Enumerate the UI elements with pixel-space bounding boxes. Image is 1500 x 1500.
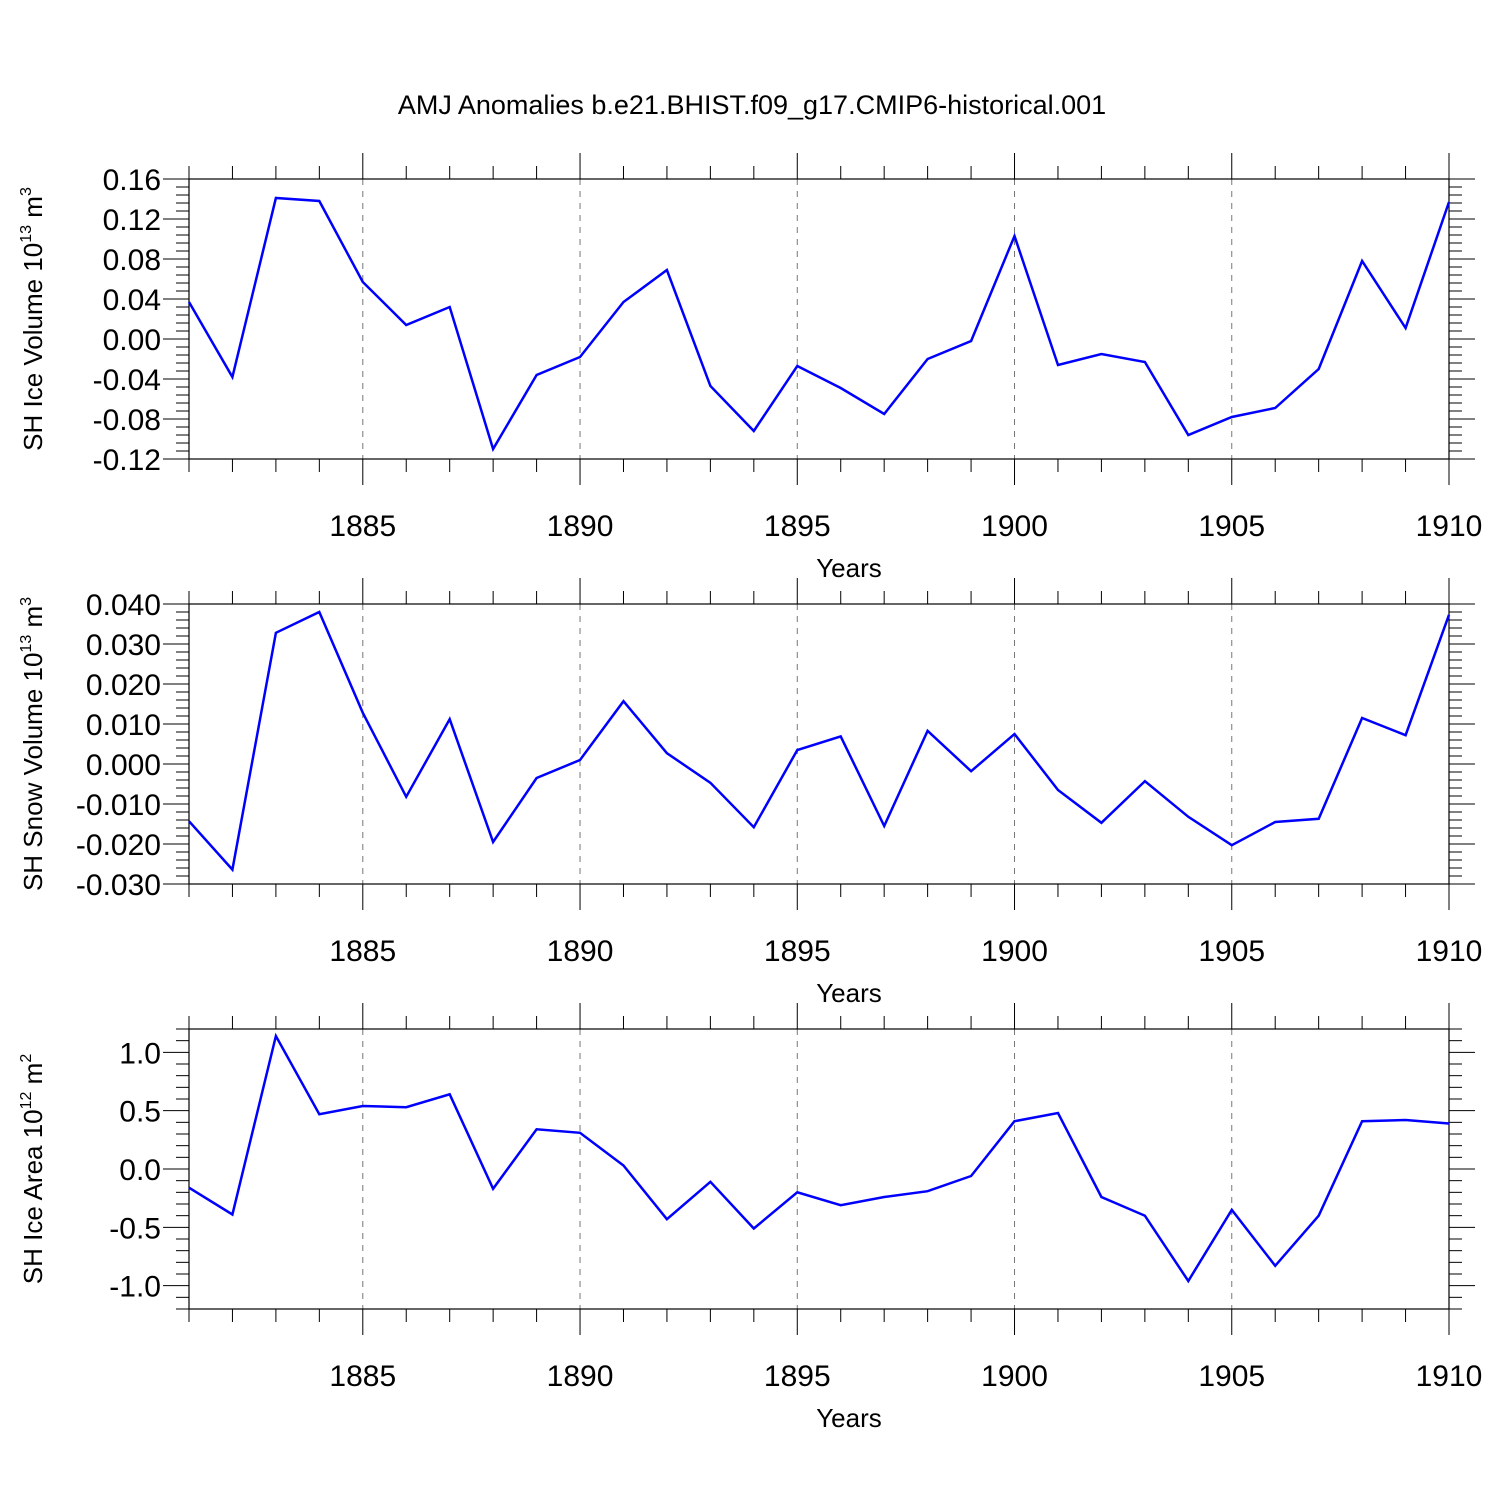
x-tick-label: 1885 xyxy=(329,1360,396,1393)
y-tick-label: -0.12 xyxy=(93,444,161,477)
y-tick-label: 0.040 xyxy=(86,589,161,622)
chart-title: AMJ Anomalies b.e21.BHIST.f09_g17.CMIP6-… xyxy=(398,90,1106,120)
x-axis-label: Years xyxy=(816,1403,882,1433)
x-tick-label: 1885 xyxy=(329,935,396,968)
y-tick-label: -0.04 xyxy=(93,364,161,397)
plot-frame xyxy=(188,178,1450,460)
x-tick-label: 1885 xyxy=(329,510,396,543)
x-tick-label: 1890 xyxy=(547,1360,614,1393)
x-tick-label: 1900 xyxy=(981,1360,1048,1393)
y-axis-label: SH Snow Volume 1013 m3 xyxy=(18,597,48,891)
x-axis-label: Years xyxy=(816,553,882,583)
x-tick-label: 1910 xyxy=(1416,1360,1483,1393)
series-line xyxy=(188,610,1451,873)
x-tick-label: 1890 xyxy=(547,935,614,968)
y-tick-label: 1.0 xyxy=(119,1037,161,1070)
x-tick-label: 1905 xyxy=(1198,1360,1265,1393)
plot-frame xyxy=(188,603,1450,885)
y-tick-label: 0.04 xyxy=(103,284,161,317)
panel-3: 1885 1890 1895 1900 1905 1910 -1.0 -0.5 0.0 0.5 1.… xyxy=(18,1003,1482,1433)
y-tick-label: 0.010 xyxy=(86,709,161,742)
panel-2: 1885 1890 1895 1900 1905 1910 -0.030 -0.020 -0.0… xyxy=(18,578,1482,1008)
y-tick-label: 0.12 xyxy=(103,204,161,237)
y-tick-label: 0.0 xyxy=(119,1154,161,1187)
y-tick-label: -1.0 xyxy=(109,1271,161,1304)
panel-1: 1885 1890 1895 1900 1905 1910 -0.12 -0.08 -0.04 0… xyxy=(18,153,1482,583)
x-tick-label: 1900 xyxy=(981,510,1048,543)
series-line xyxy=(187,196,1451,453)
y-axis-label: SH Ice Area 1012 m2 xyxy=(18,1054,48,1285)
x-tick-label: 1895 xyxy=(764,1360,831,1393)
x-tick-label: 1905 xyxy=(1198,935,1265,968)
y-tick-label: 0.08 xyxy=(103,244,161,277)
y-tick-label: 0.000 xyxy=(86,749,161,782)
x-axis-label: Years xyxy=(816,978,882,1008)
y-tick-label: 0.5 xyxy=(119,1096,161,1129)
x-tick-label: 1905 xyxy=(1198,510,1265,543)
y-tick-label: -0.5 xyxy=(109,1212,161,1245)
x-tick-label: 1910 xyxy=(1416,510,1483,543)
y-tick-label: -0.030 xyxy=(76,869,161,902)
y-axis-label: SH Ice Volume 1013 m3 xyxy=(18,187,48,451)
y-tick-label: 0.00 xyxy=(103,324,161,357)
y-tick-label: 0.16 xyxy=(103,164,161,197)
y-tick-label: -0.010 xyxy=(76,789,161,822)
x-tick-label: 1910 xyxy=(1416,935,1483,968)
y-tick-label: -0.020 xyxy=(76,829,161,862)
x-tick-label: 1890 xyxy=(547,510,614,543)
y-tick-label: 0.020 xyxy=(86,669,161,702)
x-tick-label: 1895 xyxy=(764,510,831,543)
x-tick-label: 1900 xyxy=(981,935,1048,968)
plot-frame xyxy=(188,1028,1450,1310)
y-tick-label: -0.08 xyxy=(93,404,161,437)
y-tick-label: 0.030 xyxy=(86,629,161,662)
x-tick-label: 1895 xyxy=(764,935,831,968)
series-line xyxy=(188,1032,1450,1284)
